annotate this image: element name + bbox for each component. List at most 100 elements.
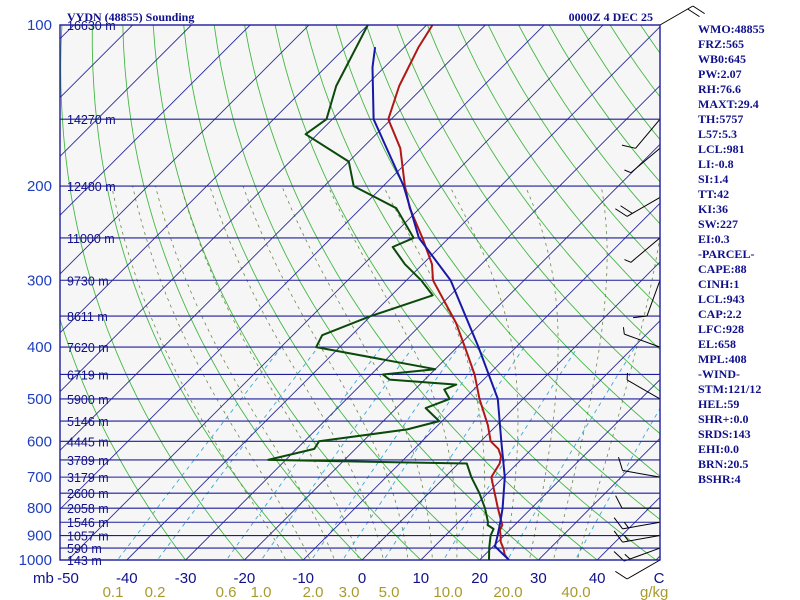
height-label: 5900 m — [67, 393, 109, 407]
index-item: SI:1.4 — [698, 172, 729, 186]
mixing-ratio-line — [310, 346, 459, 560]
mixing-ratio-tick: 10.0 — [433, 584, 462, 600]
dry-adiabat — [152, 25, 422, 560]
station-title: VYDN (48855) Sounding — [67, 10, 194, 24]
pressure-label: 700 — [27, 469, 52, 486]
dry-adiabat — [487, 25, 660, 267]
index-item: MAXT:29.4 — [698, 97, 759, 111]
pressure-label: 500 — [27, 391, 52, 408]
index-item: SHR+:0.0 — [698, 412, 749, 426]
mixing-ratio-tick: 1.0 — [251, 584, 272, 600]
mixing-ratio-tick: 3.0 — [339, 584, 360, 600]
height-label: 14270 m — [67, 113, 116, 127]
height-label: 16630 m — [67, 19, 116, 33]
temperature-tick: -50 — [57, 570, 79, 587]
height-label: 4445 m — [67, 435, 109, 449]
mixing-ratio-line — [506, 346, 636, 560]
isotherm — [243, 143, 660, 560]
index-item: WB0:645 — [698, 52, 746, 66]
mixing-ratio-tick: 2.0 — [303, 584, 324, 600]
index-item: -PARCEL- — [698, 247, 755, 261]
pressure-label: 900 — [27, 528, 52, 545]
moist-adiabat — [209, 185, 384, 560]
index-item: RH:76.6 — [698, 82, 741, 96]
index-item: LFC:928 — [698, 322, 744, 336]
temperature-tick: -30 — [175, 570, 197, 587]
wind-barb — [626, 372, 661, 400]
sounding-trace-2 — [371, 46, 510, 560]
isotherm — [60, 25, 487, 452]
mixing-ratio-tick: 0.2 — [145, 584, 166, 600]
moist-adiabat — [111, 186, 287, 560]
wind-barb — [618, 456, 661, 478]
moist-adiabat — [180, 185, 360, 560]
dry-adiabat — [183, 25, 481, 560]
height-label: 3789 m — [67, 454, 109, 468]
index-item: LCL:943 — [698, 292, 745, 306]
height-label: 6719 m — [67, 368, 109, 382]
height-label: 1057 m — [67, 530, 109, 544]
dry-adiabat — [396, 25, 660, 393]
pressure-label: 300 — [27, 272, 52, 289]
isotherm — [60, 25, 428, 393]
index-item: MPL:408 — [698, 352, 747, 366]
dry-adiabat — [426, 25, 660, 350]
wind-barb — [613, 530, 661, 543]
temperature-axis-unit: C — [654, 570, 665, 587]
moist-adiabat — [576, 233, 660, 560]
wind-barb — [615, 196, 661, 217]
temperature-tick: 0 — [358, 570, 366, 587]
mixing-ratio-tick: 5.0 — [379, 584, 400, 600]
isotherm — [67, 25, 604, 560]
dry-adiabat — [274, 25, 657, 560]
isotherm — [184, 84, 660, 560]
index-item: CAP:2.2 — [698, 307, 742, 321]
dry-adiabat — [365, 25, 660, 435]
isotherm — [537, 437, 660, 560]
isotherm — [60, 25, 545, 510]
temperature-tick: 20 — [471, 570, 488, 587]
isotherm — [478, 378, 660, 560]
wind-barbs — [613, 5, 705, 580]
index-item: KI:36 — [698, 202, 728, 216]
mixing-ratio-unit: g/kg — [640, 584, 668, 600]
wind-barb — [633, 280, 661, 319]
pressure-label: 100 — [27, 17, 52, 34]
isobars — [60, 25, 660, 560]
isotherm — [60, 25, 369, 334]
temperature-tick: -40 — [116, 570, 138, 587]
temperature-tick: -10 — [292, 570, 314, 587]
height-label: 2058 m — [67, 502, 109, 516]
dry-adiabat — [213, 25, 540, 560]
isotherm — [60, 25, 310, 275]
index-item: CINH:1 — [698, 277, 740, 291]
dry-adiabat — [91, 25, 304, 560]
isotherm — [302, 202, 660, 560]
index-item: PW:2.07 — [698, 67, 742, 81]
dry-adiabat — [60, 317, 187, 560]
sounding-trace-1 — [267, 25, 495, 560]
mixing-ratio-line — [574, 407, 660, 560]
pressure-label: 400 — [27, 339, 52, 356]
index-item: EHI:0.0 — [698, 442, 740, 456]
wind-barb — [624, 147, 661, 174]
height-label: 143 m — [67, 554, 102, 568]
time-label: 0000Z 4 DEC 25 — [569, 10, 653, 24]
plot-background — [60, 25, 660, 560]
wind-barb — [659, 5, 705, 26]
height-label: 5146 m — [67, 415, 109, 429]
temperature-tick: 10 — [412, 570, 429, 587]
mixing-ratio-line — [342, 346, 488, 560]
index-item: -WIND- — [698, 367, 740, 381]
mixing-ratio-tick: 0.6 — [216, 584, 237, 600]
index-item: HEL:59 — [698, 397, 740, 411]
height-label: 12480 m — [67, 180, 116, 194]
height-label: 1546 m — [67, 516, 109, 530]
index-item: LI:-0.8 — [698, 157, 734, 171]
height-label: 590 m — [67, 542, 102, 556]
height-label: 7620 m — [67, 341, 109, 355]
index-item: BRN:20.5 — [698, 457, 749, 471]
mixing-ratio-line — [156, 346, 319, 560]
wind-barb — [622, 327, 661, 348]
